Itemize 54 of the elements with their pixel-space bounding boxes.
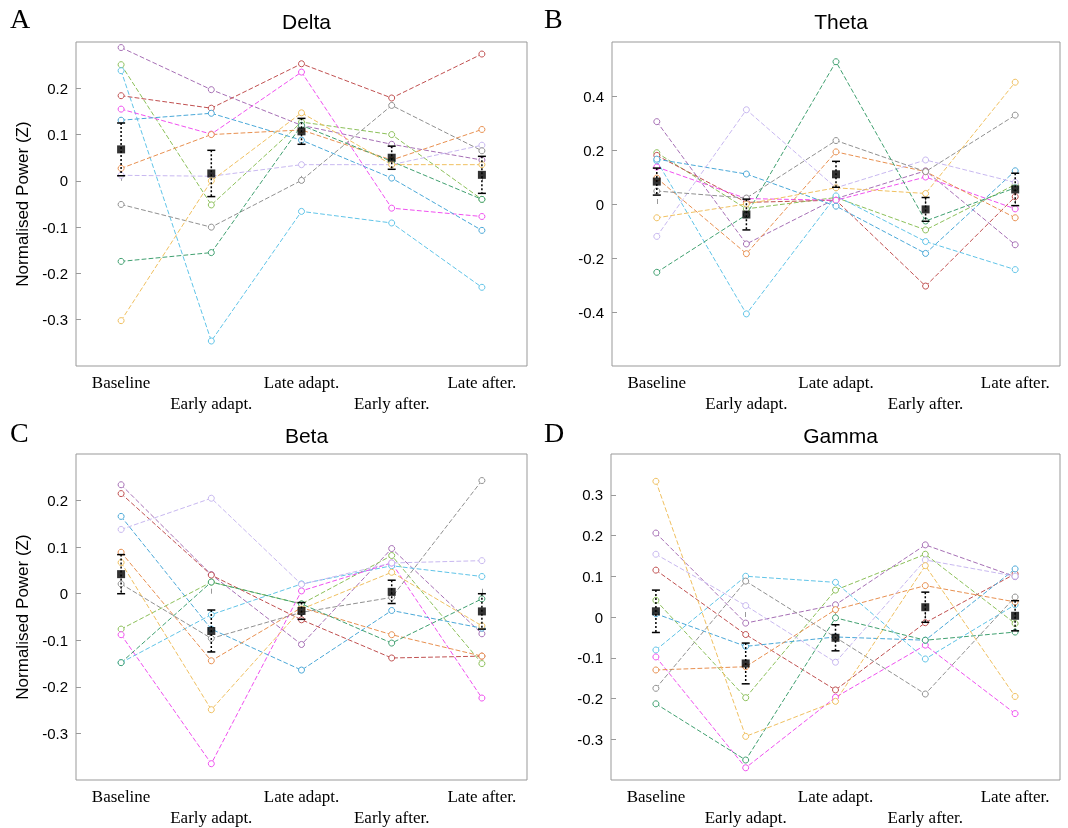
text: C (10, 416, 29, 448)
x-tick-label: Early adapt. (170, 808, 253, 827)
x-tick-label: Baseline (627, 373, 687, 392)
y-tick-label: 0 (59, 585, 68, 603)
x-tick-label: Early after. (887, 808, 964, 827)
x-tick-label: Late adapt. (798, 373, 874, 392)
y-tick-label: 0.2 (47, 492, 68, 510)
y-tick-label: -0.2 (42, 264, 68, 282)
x-tick-label: Late adapt. (263, 787, 340, 806)
y-tick-label: -0.1 (42, 631, 68, 649)
y-tick-label: 0.2 (583, 141, 604, 159)
x-tick-label: Early after. (353, 394, 430, 413)
chart-title: Beta (284, 424, 329, 447)
y-tick-label: 0.1 (47, 538, 68, 556)
x-tick-label: Early adapt. (704, 808, 787, 827)
y-tick-label: 0.1 (582, 567, 603, 585)
x-tick-label: Late after. (980, 373, 1050, 392)
y-tick-label: -0.2 (42, 678, 68, 696)
x-tick-label: Late after. (980, 787, 1050, 806)
x-tick-label: Baseline (91, 373, 151, 392)
y-tick-label: 0.4 (583, 87, 604, 105)
x-tick-label: Baseline (626, 787, 686, 806)
x-tick-label: Late after. (447, 373, 517, 392)
text: A (10, 2, 31, 34)
y-tick-label: -0.1 (42, 218, 68, 236)
chart-title: Gamma (803, 424, 879, 447)
y-tick-label: -0.1 (577, 649, 603, 667)
x-tick-label: Early adapt. (170, 394, 253, 413)
y-tick-label: -0.4 (578, 303, 604, 321)
chart-title: Theta (814, 10, 869, 33)
x-tick-label: Baseline (91, 787, 151, 806)
x-tick-label: Early after. (887, 394, 964, 413)
x-tick-label: Early adapt. (705, 394, 788, 413)
y-tick-label: -0.2 (577, 690, 603, 707)
y-tick-label: 0 (59, 172, 68, 190)
y-tick-label: -0.3 (577, 730, 603, 748)
x-tick-label: Late adapt. (263, 373, 340, 392)
text: B (544, 2, 563, 34)
y-axis-title: Normalised Power (Z) (13, 534, 33, 700)
y-axis-title: Normalised Power (Z) (13, 121, 33, 287)
x-tick-label: Late adapt. (797, 787, 874, 806)
y-tick-label: -0.3 (42, 311, 68, 329)
chart-title: Delta (281, 10, 332, 33)
x-tick-label: Late after. (447, 787, 517, 806)
y-tick-label: -0.2 (578, 249, 604, 267)
text: D (544, 416, 565, 448)
y-tick-label: -0.3 (42, 724, 68, 742)
y-tick-label: 0.2 (47, 79, 68, 97)
y-tick-label: 0 (595, 195, 604, 213)
y-tick-label: 0.1 (47, 126, 68, 144)
y-tick-label: 0.2 (582, 527, 603, 544)
y-tick-label: 0 (594, 608, 603, 626)
y-tick-label: 0.3 (582, 486, 603, 504)
x-tick-label: Early after. (353, 808, 430, 827)
